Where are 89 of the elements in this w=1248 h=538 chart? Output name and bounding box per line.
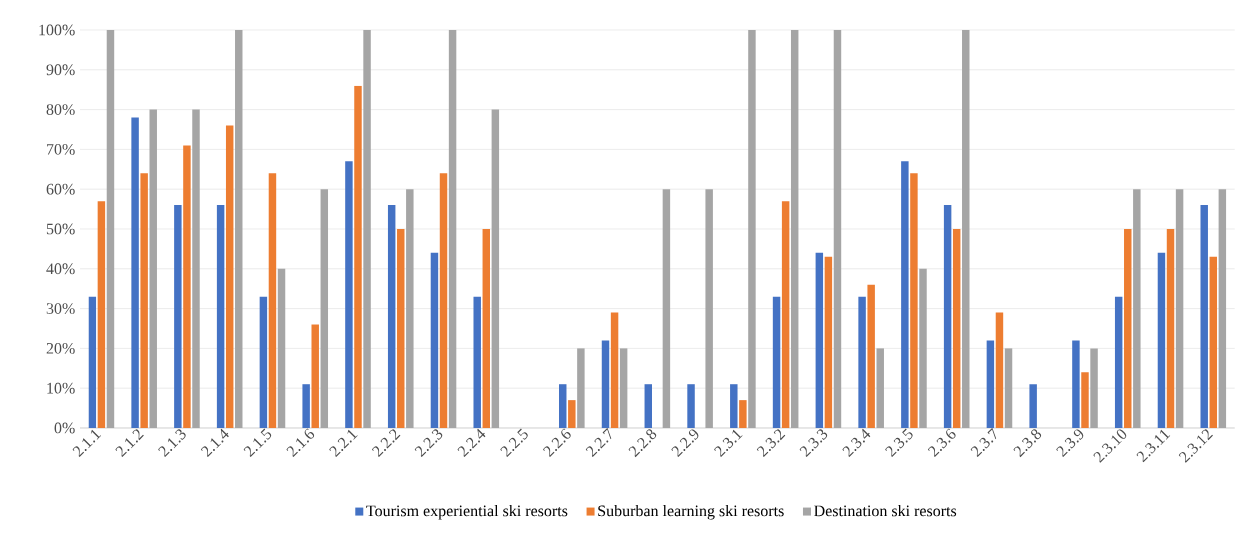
bar <box>601 340 610 428</box>
bar <box>858 296 866 428</box>
bar <box>354 85 362 428</box>
bar <box>302 384 310 428</box>
bar <box>687 384 695 428</box>
bar <box>363 29 371 428</box>
y-tick-label: 70% <box>47 143 75 155</box>
bar <box>610 312 619 428</box>
bar <box>387 205 396 428</box>
bar <box>149 109 157 428</box>
bar <box>345 161 353 428</box>
bar <box>1175 189 1184 428</box>
legend-label: Suburban learning ski resorts <box>598 505 784 520</box>
bar <box>192 109 200 428</box>
bar <box>1133 189 1141 428</box>
bar <box>259 296 268 428</box>
bar <box>962 29 970 428</box>
bar <box>833 29 842 428</box>
bar <box>397 228 405 428</box>
y-tick-label: 90% <box>46 64 75 76</box>
bar <box>824 256 833 428</box>
bar <box>183 145 191 428</box>
bar <box>619 348 628 428</box>
bar <box>1209 256 1218 428</box>
bar <box>1004 348 1013 428</box>
x-tick-label: 2.3.1 <box>714 429 743 458</box>
bar <box>943 205 952 428</box>
bar <box>1072 340 1080 428</box>
bar <box>1124 228 1132 428</box>
bar <box>406 189 414 428</box>
bar <box>216 205 225 428</box>
bar <box>739 400 747 428</box>
bar <box>1090 348 1098 428</box>
bar <box>174 205 182 428</box>
bar <box>662 189 671 428</box>
bar <box>815 252 824 428</box>
bar <box>88 296 97 428</box>
bar <box>705 189 713 428</box>
y-tick-label: 60% <box>46 183 75 195</box>
bar <box>473 296 481 428</box>
bar <box>867 284 875 428</box>
bar <box>1166 228 1175 428</box>
y-tick-label: 20% <box>46 342 75 354</box>
bar <box>97 201 106 428</box>
bar <box>995 312 1004 428</box>
bar <box>559 384 567 428</box>
bar <box>1114 296 1123 428</box>
bar <box>790 29 799 428</box>
bar <box>311 324 319 428</box>
bar <box>644 384 653 428</box>
bar <box>131 117 139 428</box>
bar <box>482 228 491 428</box>
bar <box>1218 189 1227 428</box>
y-tick-label: 50% <box>46 223 75 235</box>
bar <box>1157 252 1166 428</box>
legend-label: Destination ski resorts <box>814 505 957 517</box>
bar <box>235 29 243 428</box>
bar <box>106 29 115 428</box>
bar <box>225 125 234 428</box>
bar <box>277 268 286 428</box>
y-tick-label: 40% <box>46 263 75 275</box>
bar <box>986 340 995 428</box>
bar <box>901 161 909 428</box>
legend-label: Tourism experiential ski resorts <box>366 505 568 520</box>
bar <box>577 348 585 428</box>
y-tick-label: 80% <box>46 104 75 116</box>
bar <box>781 201 790 428</box>
y-tick-label: 30% <box>46 303 75 315</box>
y-tick-label: 10% <box>47 382 75 394</box>
bar <box>1081 372 1089 428</box>
bar <box>876 348 884 428</box>
bar <box>268 173 277 428</box>
bar <box>320 189 329 428</box>
bar <box>772 296 781 428</box>
bar <box>439 173 448 428</box>
bar <box>1200 205 1208 428</box>
bar <box>748 29 756 428</box>
bar <box>1029 384 1037 428</box>
bar <box>952 228 961 428</box>
x-tick-label: 2.2.1 <box>329 429 358 458</box>
bar <box>430 252 439 428</box>
y-tick-label: 100% <box>39 24 75 36</box>
bar <box>910 173 918 428</box>
bar <box>140 173 148 428</box>
bar <box>568 400 576 428</box>
bar <box>730 384 738 428</box>
bar <box>448 29 457 428</box>
bar <box>491 109 500 428</box>
bar <box>919 268 927 428</box>
